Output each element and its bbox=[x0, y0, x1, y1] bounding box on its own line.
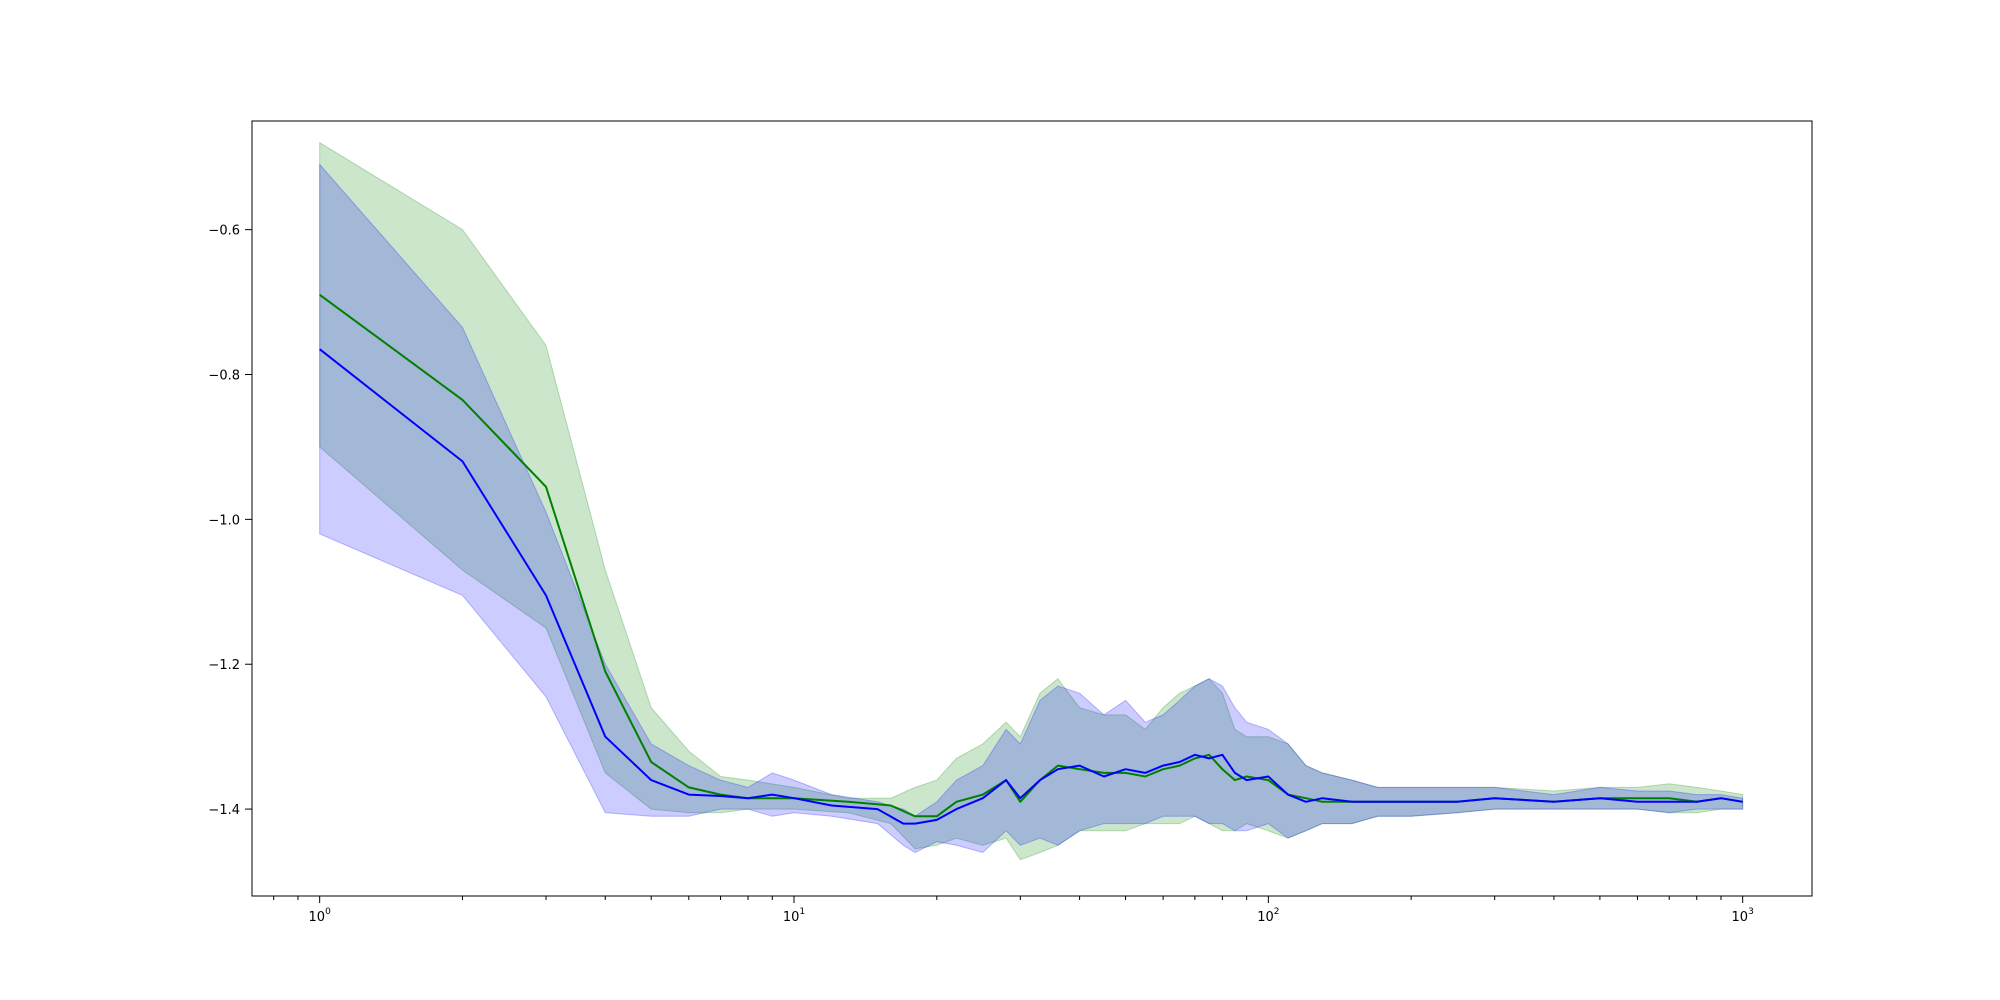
x-tick-label: 102 bbox=[1257, 907, 1279, 925]
y-tick-label: −1.4 bbox=[208, 803, 240, 818]
confidence-bands bbox=[319, 141, 1744, 861]
x-tick-label: 101 bbox=[783, 907, 805, 925]
plot-background bbox=[252, 121, 1812, 896]
x-axis: 100 101 102 103 bbox=[273, 896, 1754, 925]
series-0-band bbox=[319, 141, 1744, 861]
x-tick-label: 103 bbox=[1732, 907, 1754, 925]
y-axis: −0.6 −0.8 −1.0 −1.2 −1.4 bbox=[208, 224, 252, 818]
y-tick-label: −1.0 bbox=[208, 513, 240, 528]
y-tick-label: −0.6 bbox=[208, 224, 240, 239]
y-tick-label: −0.8 bbox=[208, 369, 240, 384]
series-lines bbox=[319, 293, 1743, 825]
x-tick-label: 100 bbox=[309, 907, 332, 925]
plot-frame bbox=[251, 120, 1813, 897]
series-1-band bbox=[319, 163, 1744, 854]
series-1-line bbox=[319, 348, 1743, 825]
y-tick-label: −1.2 bbox=[208, 658, 240, 673]
